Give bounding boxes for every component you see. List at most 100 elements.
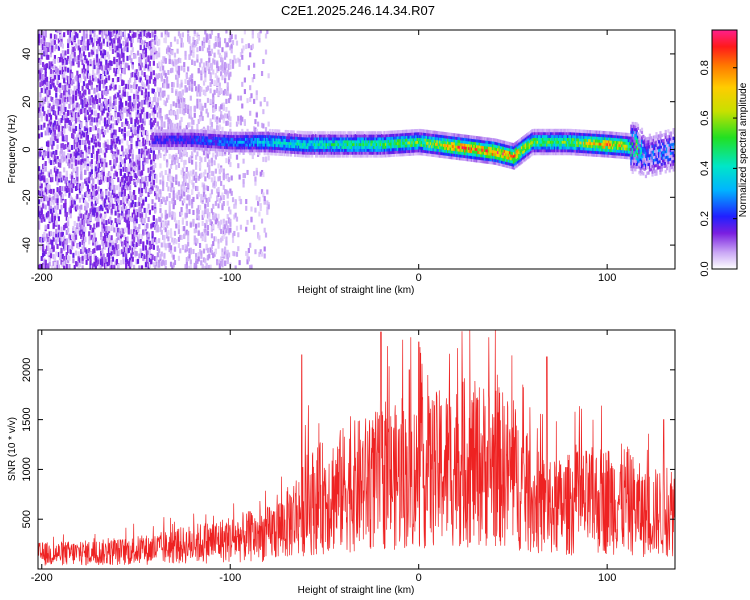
spectrogram-cell [38,170,41,176]
spectrogram-cell [143,30,146,33]
spectrogram-cell [187,108,190,114]
spectrogram-cell [67,96,70,102]
spectrogram-cell [92,60,95,66]
spectrogram-cell [119,168,122,174]
spectrogram-cell [267,155,270,161]
spectrogram-cell [222,142,225,147]
spectrogram-cell [125,100,128,106]
spectrogram-cell [101,219,104,225]
spectrogram-cell [180,132,183,136]
spectrogram-cell [135,112,138,118]
spectrogram-cell [105,103,108,109]
spectrogram-cell [169,248,173,254]
spectrogram-cell [40,132,43,138]
spectrogram-cell [179,140,182,145]
spectrogram-cell [130,50,133,56]
spectrogram-cell [135,209,138,215]
spectrogram-cell [158,91,161,97]
spectrogram-cell [262,140,265,144]
spectrogram-cell [106,208,109,214]
spectrogram-cell [129,175,132,181]
spectrogram-cell [217,127,220,133]
spectrogram-cell [243,137,246,141]
spectrogram-cell [198,249,202,255]
spectrogram-cell [94,110,97,116]
spectrogram-cell [78,205,82,211]
spectrogram-cell [205,147,208,151]
spectrogram-cell [130,241,133,247]
spectrogram-cell [134,32,137,38]
spectrogram-cell [78,127,82,133]
spectrogram-cell [136,103,140,109]
spectrogram-cell [198,98,202,104]
spectrogram-cell [131,30,134,35]
spectrogram-cell [93,212,96,218]
spectrogram-cell [64,259,67,265]
spectrogram-cell [253,128,256,133]
spectrogram-cell [143,40,146,46]
spectrogram-cell [197,141,200,145]
spectrogram-cell [239,148,243,153]
spectrogram-cell [82,197,86,203]
spectrogram-cell [89,58,92,64]
spectrogram-cell [235,216,239,222]
spectrogram-cell [188,143,191,148]
spectrogram-cell [191,179,194,185]
spectrogram-cell [134,194,137,200]
spectrogram-cell [94,166,97,172]
spectrogram-cell [158,189,161,195]
spectrogram-cell [140,213,144,219]
spectrogram-cell [45,127,49,133]
spectrogram-cell [156,224,159,230]
spectrogram-cell [147,148,150,154]
spectrogram-cell [85,41,88,47]
spectrogram-cell [84,140,87,146]
spectrogram-cell [226,113,229,119]
spectrogram-cell [107,116,111,122]
spectrogram-cell [101,30,104,35]
spectrogram-cell [139,248,142,254]
spectrogram-cell [64,97,67,103]
spectrogram-cell [61,157,64,163]
spectrogram-cell [123,180,126,186]
spectrogram-cell [65,98,68,104]
spectrogram-cell [55,233,58,239]
spectrogram-cell [206,224,210,230]
spectrogram-cell [86,45,90,51]
spectrogram-cell [110,60,113,66]
spectrogram-cell [227,140,231,144]
spectrogram-cell [52,222,55,228]
spectrogram-cell [251,143,254,147]
spectrogram-cell [225,107,228,113]
spectrogram-cell [202,135,206,140]
spectrogram-cell [208,147,211,151]
spectrogram-cell [200,172,203,178]
spectrogram-cell [259,171,262,177]
spectrogram-cell [44,130,47,136]
spectrogram-cell [80,108,83,114]
spectrogram-cell [102,242,105,248]
spectrogram-cell [180,96,183,102]
spectrogram-cell [114,218,117,224]
spectrogram-cell [163,70,166,76]
spectrogram-cell [72,124,75,130]
spectrogram-cell [123,158,126,164]
spectrogram-cell [262,172,265,178]
spectrogram-cell [68,125,71,131]
spectrogram-cell [156,132,159,136]
spectrogram-cell [146,258,149,264]
spectrogram-cell [41,262,45,268]
spectrogram-cell [233,143,236,147]
spectrogram-cell [123,46,126,52]
spectrogram-cell [59,111,62,117]
spectrogram-cell [142,218,145,224]
spectrogram-cell [89,30,92,36]
spectrogram-cell [196,143,199,148]
spectrogram-cell [127,108,130,114]
spectrogram-cell [233,230,236,236]
spectrogram-cell [77,260,80,266]
spectrogram-cell [173,146,177,150]
spectrogram-cell [43,231,46,237]
spectrogram-cell [53,205,57,211]
